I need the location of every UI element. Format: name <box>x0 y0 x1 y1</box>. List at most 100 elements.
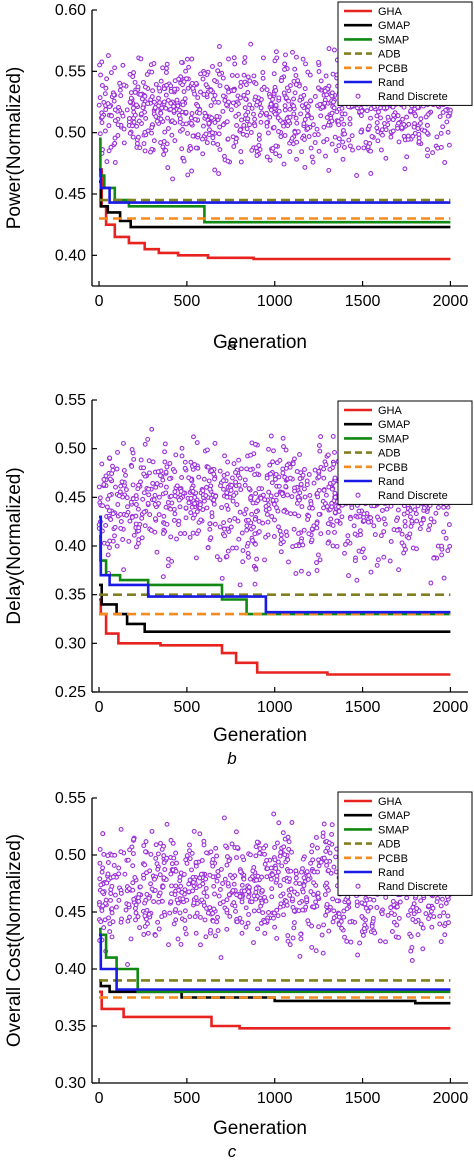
scatter-point <box>328 870 334 876</box>
scatter-point <box>350 147 355 153</box>
scatter-point <box>308 860 314 866</box>
scatter-point <box>283 52 288 58</box>
scatter-point <box>262 861 268 867</box>
scatter-point <box>329 90 335 96</box>
scatter-point <box>287 892 293 898</box>
scatter-point <box>217 468 223 474</box>
scatter-point <box>312 94 318 99</box>
scatter-point <box>109 934 115 940</box>
scatter-point <box>252 516 258 522</box>
y-tick-label: 0.50 <box>55 441 86 458</box>
scatter-point <box>239 117 244 123</box>
scatter-point <box>260 75 266 81</box>
scatter-point <box>230 134 236 140</box>
scatter-point <box>109 906 115 912</box>
scatter-point <box>105 552 111 558</box>
scatter-point <box>135 914 141 920</box>
scatter-point <box>172 511 178 517</box>
scatter-point <box>144 907 150 913</box>
scatter-point <box>246 889 251 895</box>
scatter-point <box>261 84 267 90</box>
scatter-point <box>269 480 275 486</box>
scatter-point <box>418 921 424 927</box>
scatter-point <box>254 99 260 105</box>
x-tick-label: 2000 <box>433 699 469 716</box>
scatter-point <box>264 110 269 116</box>
scatter-point <box>315 890 321 896</box>
scatter-point <box>110 463 115 469</box>
scatter-point <box>404 895 410 901</box>
scatter-point <box>394 527 400 533</box>
scatter-point <box>282 107 288 113</box>
scatter-point <box>377 938 383 944</box>
scatter-point <box>198 942 203 948</box>
scatter-point <box>271 915 276 921</box>
scatter-point <box>157 890 163 896</box>
scatter-point <box>280 435 286 441</box>
scatter-point <box>147 470 152 476</box>
scatter-point <box>180 82 185 88</box>
scatter-point <box>169 883 174 889</box>
scatter-point <box>291 920 297 926</box>
scatter-point <box>112 892 118 898</box>
scatter-point <box>220 122 226 128</box>
scatter-point <box>282 133 288 138</box>
scatter-point <box>237 582 243 588</box>
scatter-point <box>444 119 450 125</box>
scatter-point <box>253 94 259 100</box>
scatter-point <box>395 507 401 513</box>
scatter-point <box>321 821 327 827</box>
scatter-point <box>411 901 417 907</box>
scatter-point <box>244 523 250 529</box>
scatter-point <box>372 532 378 538</box>
scatter-point <box>395 113 401 119</box>
scatter-point <box>233 545 239 551</box>
scatter-point <box>251 524 256 530</box>
scatter-point <box>291 78 297 84</box>
scatter-point <box>371 897 377 903</box>
y-tick-label: 0.40 <box>55 961 86 978</box>
scatter-point <box>336 504 341 510</box>
scatter-point <box>325 845 331 851</box>
scatter-point <box>234 502 240 508</box>
scatter-point <box>272 857 278 863</box>
scatter-point <box>309 944 315 950</box>
scatter-point <box>198 89 203 95</box>
scatter-point <box>210 64 215 69</box>
scatter-point <box>323 859 329 864</box>
scatter-point <box>150 480 156 486</box>
scatter-point <box>329 110 335 116</box>
scatter-point <box>368 148 374 154</box>
scatter-point <box>271 71 277 77</box>
scatter-point <box>215 928 221 934</box>
scatter-point <box>318 859 324 865</box>
scatter-point <box>136 482 142 488</box>
scatter-point <box>293 543 299 549</box>
scatter-point <box>411 124 417 130</box>
scatter-point <box>332 494 338 500</box>
legend-swatch <box>355 93 361 99</box>
legend-label: SMAP <box>378 34 409 46</box>
scatter-point <box>320 830 326 836</box>
scatter-point <box>228 107 234 113</box>
scatter-point <box>439 543 445 549</box>
scatter-point <box>300 472 306 478</box>
scatter-point <box>117 80 123 86</box>
scatter-point <box>358 532 363 538</box>
scatter-point <box>169 558 175 564</box>
scatter-point <box>245 540 251 546</box>
scatter-point <box>263 534 269 540</box>
scatter-point <box>189 867 194 873</box>
scatter-point <box>250 500 256 506</box>
scatter-point <box>418 116 424 122</box>
scatter-point <box>301 875 307 881</box>
scatter-point <box>97 131 103 137</box>
scatter-point <box>234 73 240 79</box>
scatter-point <box>173 883 179 889</box>
scatter-point <box>316 69 322 74</box>
scatter-point <box>311 904 317 910</box>
scatter-point <box>299 149 305 155</box>
scatter-point <box>187 856 193 862</box>
scatter-point <box>236 457 242 463</box>
scatter-point <box>355 952 361 958</box>
